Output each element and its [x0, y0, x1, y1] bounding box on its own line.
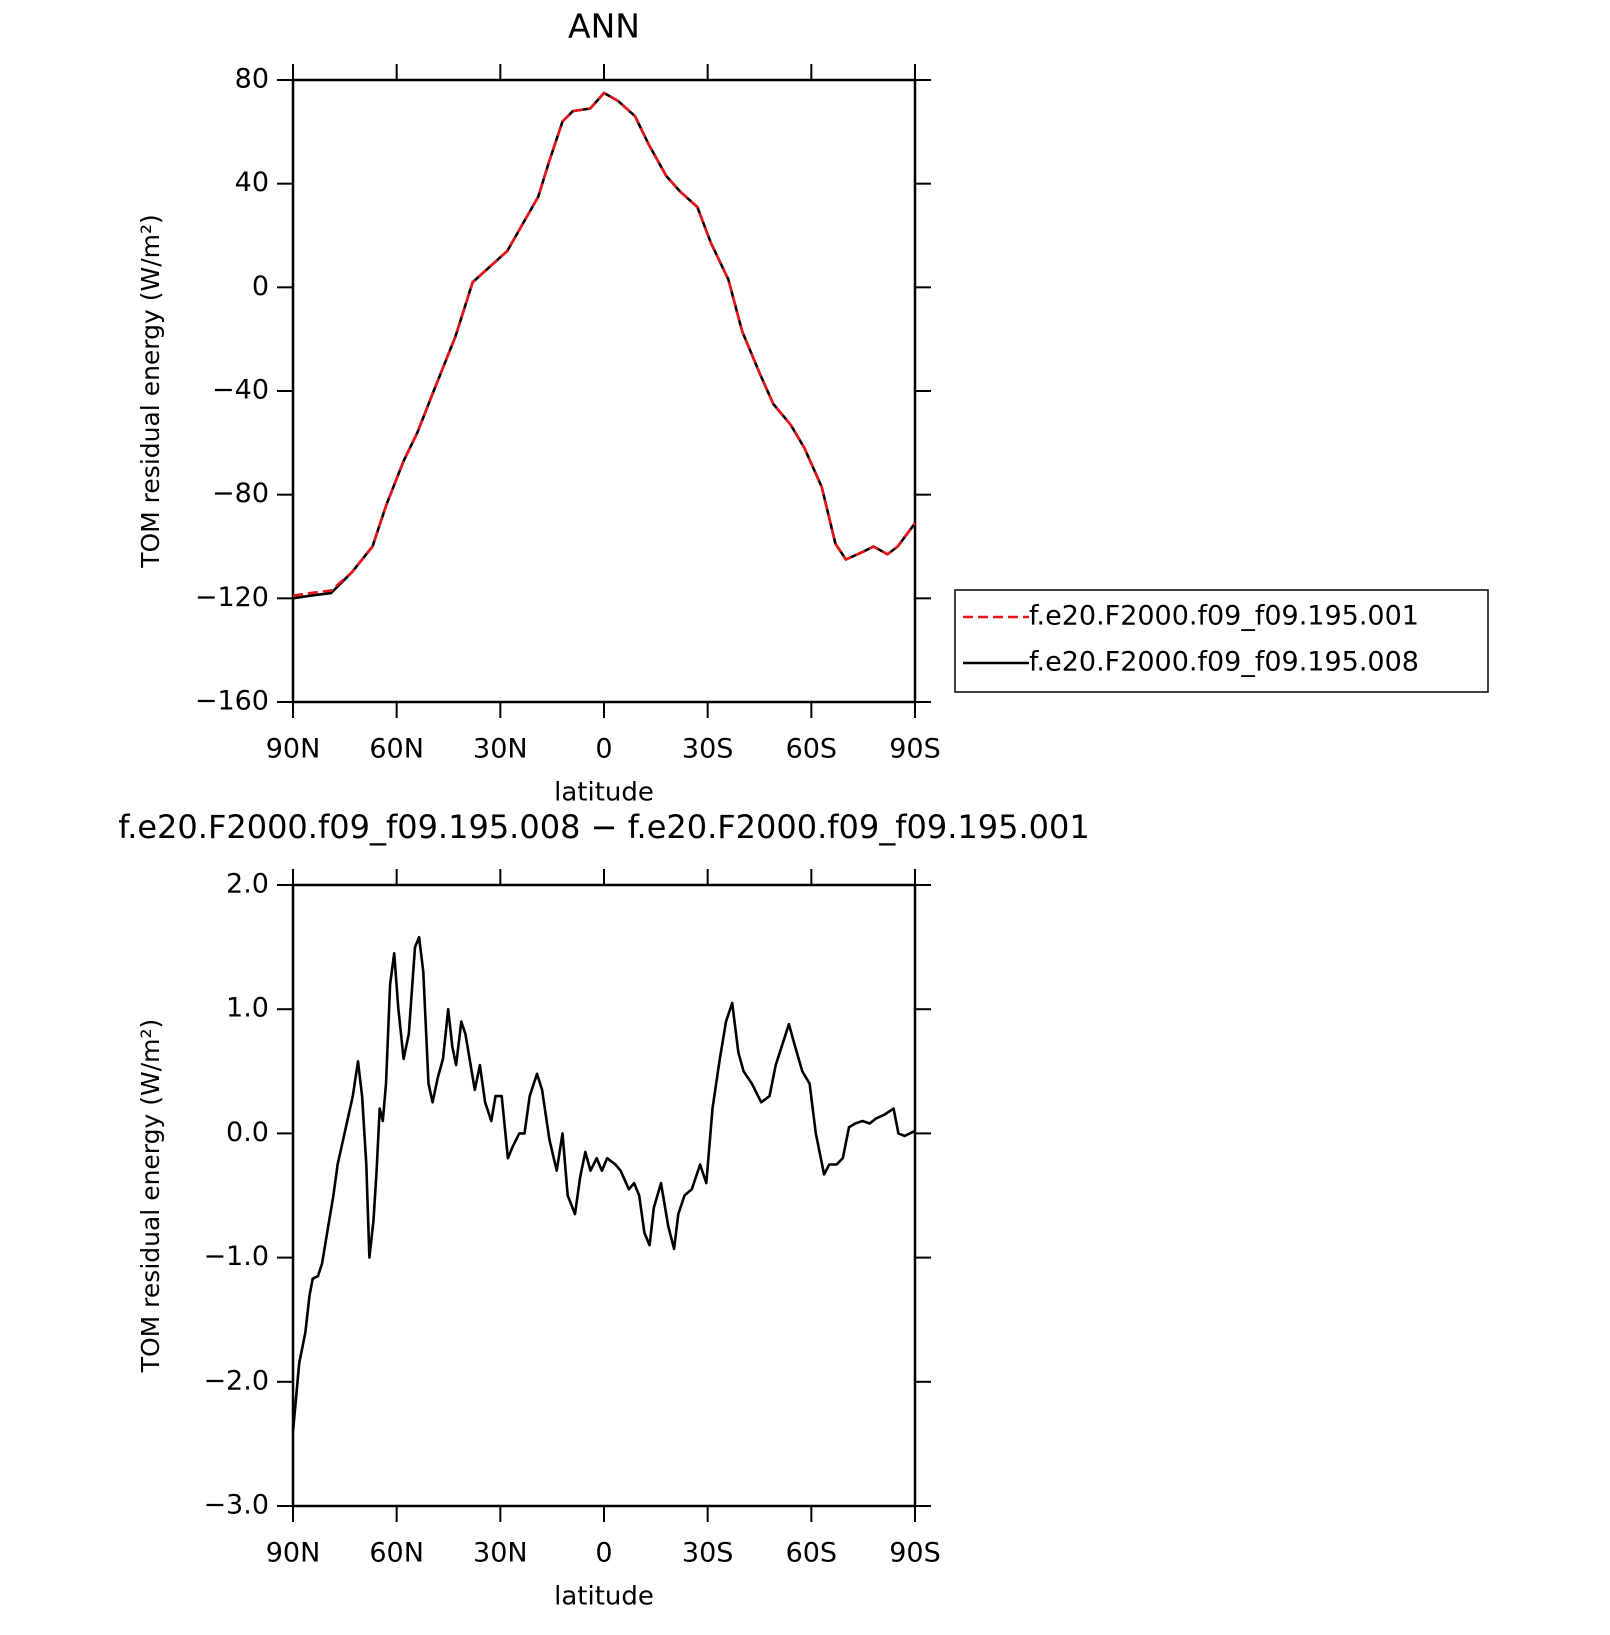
y-tick-label: −2.0: [203, 1365, 269, 1396]
x-tick-label: 60N: [369, 734, 424, 765]
y-tick-label: −3.0: [203, 1490, 269, 1521]
chart-title: f.e20.F2000.f09_f09.195.008 − f.e20.F200…: [118, 808, 1090, 846]
x-tick-label: 90S: [889, 1538, 941, 1569]
x-axis-label: latitude: [554, 1582, 654, 1612]
x-tick-label: 0: [595, 734, 612, 765]
plot-frame: [291, 78, 917, 704]
y-tick-label: 0.0: [226, 1117, 269, 1148]
legend-label: f.e20.F2000.f09_f09.195.008: [1029, 647, 1419, 678]
y-tick-label: 1.0: [226, 993, 269, 1024]
y-tick-label: 40: [235, 167, 269, 198]
legend-label: f.e20.F2000.f09_f09.195.001: [1029, 601, 1419, 632]
y-tick-label: 2.0: [226, 869, 269, 900]
y-tick-label: −1.0: [203, 1241, 269, 1272]
chart-title: ANN: [568, 7, 640, 46]
x-tick-label: 90S: [889, 734, 941, 765]
x-axis-label: latitude: [554, 778, 654, 808]
x-tick-label: 0: [595, 1538, 612, 1569]
legend-box: [954, 589, 1489, 693]
data-line: [292, 91, 917, 600]
plot-frame: [291, 883, 917, 1508]
y-tick-label: 0: [252, 271, 269, 302]
x-tick-label: 30N: [473, 1538, 528, 1569]
data-line: [292, 91, 917, 597]
x-tick-label: 30S: [682, 734, 734, 765]
y-tick-label: −40: [212, 375, 269, 406]
x-tick-label: 90N: [266, 734, 321, 765]
x-tick-label: 30N: [473, 734, 528, 765]
x-tick-label: 60S: [786, 734, 838, 765]
y-tick-label: −120: [195, 582, 269, 613]
x-tick-label: 60N: [369, 1538, 424, 1569]
data-line: [291, 935, 916, 1432]
x-tick-label: 30S: [682, 1538, 734, 1569]
y-tick-label: −160: [195, 686, 269, 717]
y-axis-label: TOM residual energy (W/m²): [136, 214, 165, 569]
y-axis-label: TOM residual energy (W/m²): [136, 1019, 165, 1374]
y-tick-label: −80: [212, 478, 269, 509]
x-tick-label: 60S: [786, 1538, 838, 1569]
x-tick-label: 90N: [266, 1538, 321, 1569]
y-tick-label: 80: [235, 64, 269, 95]
